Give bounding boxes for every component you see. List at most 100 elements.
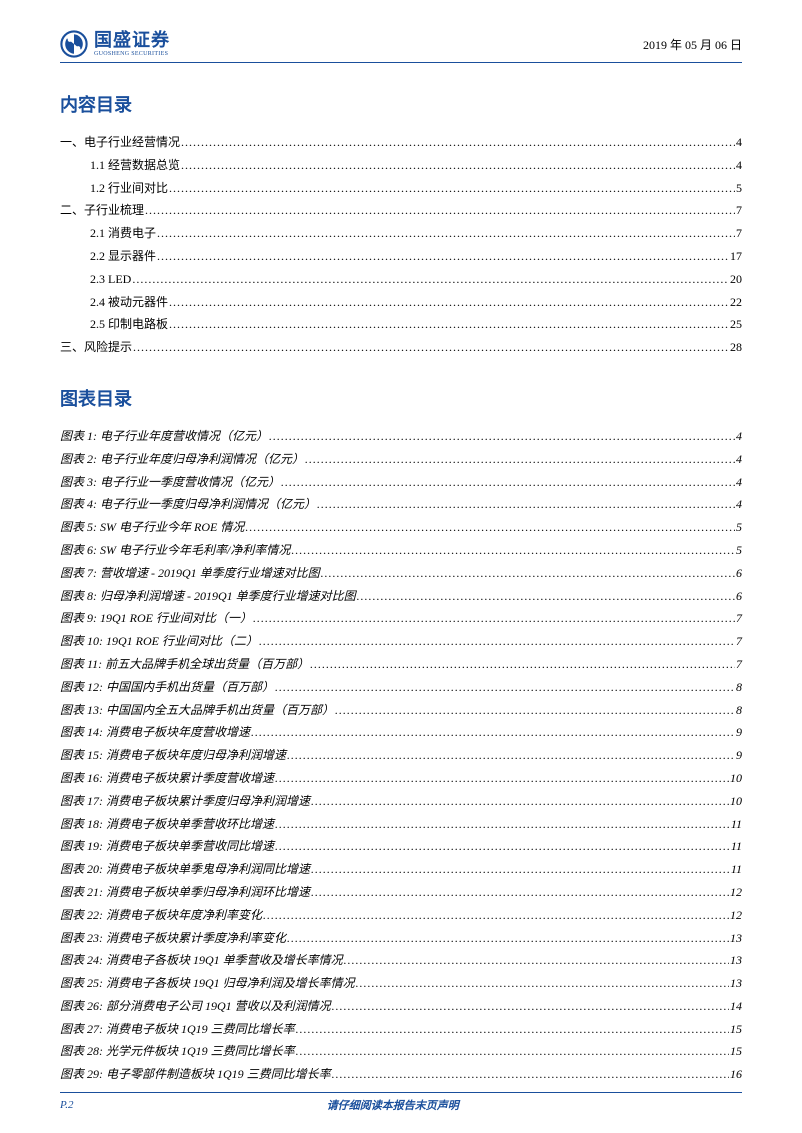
figure-toc-label: 图表 4: 电子行业一季度归母净利润情况（亿元） bbox=[60, 493, 316, 516]
figure-toc-page: 11 bbox=[731, 813, 742, 836]
figure-toc-page: 5 bbox=[736, 516, 742, 539]
figure-toc-label: 图表 17: 消费电子板块累计季度归母净利润增速 bbox=[60, 790, 310, 813]
figure-toc-row: 图表 3: 电子行业一季度营收情况（亿元）4 bbox=[60, 471, 742, 494]
toc-leader-dots bbox=[287, 927, 729, 950]
toc-row: 1.1 经营数据总览 4 bbox=[60, 154, 742, 177]
toc-leader-dots bbox=[275, 676, 735, 699]
toc-leader-dots bbox=[245, 516, 735, 539]
toc-leader-dots bbox=[259, 630, 735, 653]
figure-toc-page: 11 bbox=[731, 858, 742, 881]
toc-leader-dots bbox=[169, 313, 729, 336]
toc-leader-dots bbox=[296, 1040, 729, 1063]
figure-toc-page: 10 bbox=[730, 790, 742, 813]
toc-row: 2.4 被动元器件 22 bbox=[60, 291, 742, 314]
toc-label: 1.1 经营数据总览 bbox=[90, 154, 180, 177]
toc-leader-dots bbox=[321, 562, 735, 585]
figure-toc-row: 图表 11: 前五大品牌手机全球出货量（百万部）7 bbox=[60, 653, 742, 676]
figure-toc-page: 16 bbox=[730, 1063, 742, 1086]
figure-toc-row: 图表 16: 消费电子板块累计季度营收增速 10 bbox=[60, 767, 742, 790]
toc-row: 一、电子行业经营情况4 bbox=[60, 131, 742, 154]
toc-leader-dots bbox=[169, 291, 729, 314]
figure-toc-page: 9 bbox=[736, 721, 742, 744]
toc-row: 二、子行业梳理 7 bbox=[60, 199, 742, 222]
toc-page: 7 bbox=[736, 222, 742, 245]
figure-toc-label: 图表 18: 消费电子板块单季营收环比增速 bbox=[60, 813, 274, 836]
toc-leader-dots bbox=[157, 222, 735, 245]
figure-toc-page: 13 bbox=[730, 927, 742, 950]
figure-toc-page: 6 bbox=[736, 562, 742, 585]
toc-leader-dots bbox=[269, 425, 735, 448]
figure-toc-page: 9 bbox=[736, 744, 742, 767]
toc-leader-dots bbox=[310, 653, 735, 676]
toc-label: 2.2 显示器件 bbox=[90, 245, 156, 268]
figure-toc-row: 图表 13: 中国国内全五大品牌手机出货量（百万部） 8 bbox=[60, 699, 742, 722]
figure-toc-row: 图表 27: 消费电子板块 1Q19 三费同比增长率15 bbox=[60, 1018, 742, 1041]
content-toc-title: 内容目录 bbox=[60, 91, 742, 117]
toc-label: 2.1 消费电子 bbox=[90, 222, 156, 245]
toc-page: 28 bbox=[730, 336, 742, 359]
toc-row: 2.2 显示器件17 bbox=[60, 245, 742, 268]
toc-label: 2.5 印制电路板 bbox=[90, 313, 168, 336]
toc-row: 1.2 行业间对比 5 bbox=[60, 177, 742, 200]
figure-toc: 图表 1: 电子行业年度营收情况（亿元）4图表 2: 电子行业年度归母净利润情况… bbox=[60, 425, 742, 1086]
figure-toc-label: 图表 13: 中国国内全五大品牌手机出货量（百万部） bbox=[60, 699, 334, 722]
logo-text-en: GUOSHENG SECURITIES bbox=[94, 51, 170, 57]
toc-leader-dots bbox=[275, 835, 730, 858]
figure-toc-page: 10 bbox=[730, 767, 742, 790]
toc-leader-dots bbox=[332, 1063, 729, 1086]
toc-label: 1.2 行业间对比 bbox=[90, 177, 168, 200]
figure-toc-row: 图表 9: 19Q1 ROE 行业间对比（一）7 bbox=[60, 607, 742, 630]
figure-toc-label: 图表 29: 电子零部件制造板块 1Q19 三费同比增长率 bbox=[60, 1063, 331, 1086]
figure-toc-label: 图表 11: 前五大品牌手机全球出货量（百万部） bbox=[60, 653, 309, 676]
figure-toc-label: 图表 12: 中国国内手机出货量（百万部） bbox=[60, 676, 274, 699]
toc-leader-dots bbox=[281, 471, 735, 494]
figure-toc-label: 图表 26: 部分消费电子公司 19Q1 营收以及利润情况 bbox=[60, 995, 331, 1018]
toc-leader-dots bbox=[305, 448, 735, 471]
toc-row: 三、风险提示28 bbox=[60, 336, 742, 359]
toc-label: 二、子行业梳理 bbox=[60, 199, 144, 222]
figure-toc-label: 图表 20: 消费电子板块单季鬼母净利润同比增速 bbox=[60, 858, 310, 881]
figure-toc-row: 图表 2: 电子行业年度归母净利润情况（亿元） 4 bbox=[60, 448, 742, 471]
figure-toc-row: 图表 17: 消费电子板块累计季度归母净利润增速 10 bbox=[60, 790, 742, 813]
footer-disclaimer: 请仔细阅读本报告末页声明 bbox=[44, 1097, 742, 1113]
figure-toc-page: 8 bbox=[736, 699, 742, 722]
toc-label: 2.3 LED bbox=[90, 268, 131, 291]
figure-toc-label: 图表 16: 消费电子板块累计季度营收增速 bbox=[60, 767, 274, 790]
figure-toc-label: 图表 15: 消费电子板块年度归母净利润增速 bbox=[60, 744, 286, 767]
figure-toc-title: 图表目录 bbox=[60, 385, 742, 411]
toc-label: 2.4 被动元器件 bbox=[90, 291, 168, 314]
figure-toc-page: 11 bbox=[731, 835, 742, 858]
figure-toc-page: 8 bbox=[736, 676, 742, 699]
toc-leader-dots bbox=[296, 1018, 729, 1041]
figure-toc-page: 4 bbox=[736, 448, 742, 471]
figure-toc-page: 13 bbox=[730, 972, 742, 995]
figure-toc-label: 图表 9: 19Q1 ROE 行业间对比（一） bbox=[60, 607, 252, 630]
figure-toc-label: 图表 2: 电子行业年度归母净利润情况（亿元） bbox=[60, 448, 304, 471]
figure-toc-label: 图表 25: 消费电子各板块 19Q1 归母净利润及增长率情况 bbox=[60, 972, 355, 995]
toc-page: 7 bbox=[736, 199, 742, 222]
logo: 国盛证券 GUOSHENG SECURITIES bbox=[60, 30, 170, 58]
toc-page: 4 bbox=[736, 154, 742, 177]
figure-toc-row: 图表 4: 电子行业一季度归母净利润情况（亿元）4 bbox=[60, 493, 742, 516]
toc-page: 22 bbox=[730, 291, 742, 314]
figure-toc-label: 图表 22: 消费电子板块年度净利率变化 bbox=[60, 904, 262, 927]
figure-toc-label: 图表 19: 消费电子板块单季营收同比增速 bbox=[60, 835, 274, 858]
figure-toc-row: 图表 25: 消费电子各板块 19Q1 归母净利润及增长率情况 13 bbox=[60, 972, 742, 995]
page-footer: P.2 请仔细阅读本报告末页声明 bbox=[60, 1092, 742, 1113]
figure-toc-row: 图表 23: 消费电子板块累计季度净利率变化13 bbox=[60, 927, 742, 950]
toc-leader-dots bbox=[133, 336, 729, 359]
toc-page: 5 bbox=[736, 177, 742, 200]
toc-leader-dots bbox=[169, 177, 735, 200]
toc-leader-dots bbox=[344, 949, 729, 972]
toc-leader-dots bbox=[253, 607, 735, 630]
figure-toc-page: 6 bbox=[736, 585, 742, 608]
toc-leader-dots bbox=[335, 699, 735, 722]
figure-toc-page: 15 bbox=[730, 1018, 742, 1041]
toc-leader-dots bbox=[251, 721, 735, 744]
figure-toc-label: 图表 10: 19Q1 ROE 行业间对比（二） bbox=[60, 630, 258, 653]
figure-toc-row: 图表 26: 部分消费电子公司 19Q1 营收以及利润情况14 bbox=[60, 995, 742, 1018]
figure-toc-label: 图表 3: 电子行业一季度营收情况（亿元） bbox=[60, 471, 280, 494]
figure-toc-page: 7 bbox=[736, 630, 742, 653]
figure-toc-label: 图表 6: SW 电子行业今年毛利率/净利率情况 bbox=[60, 539, 290, 562]
toc-leader-dots bbox=[356, 972, 729, 995]
